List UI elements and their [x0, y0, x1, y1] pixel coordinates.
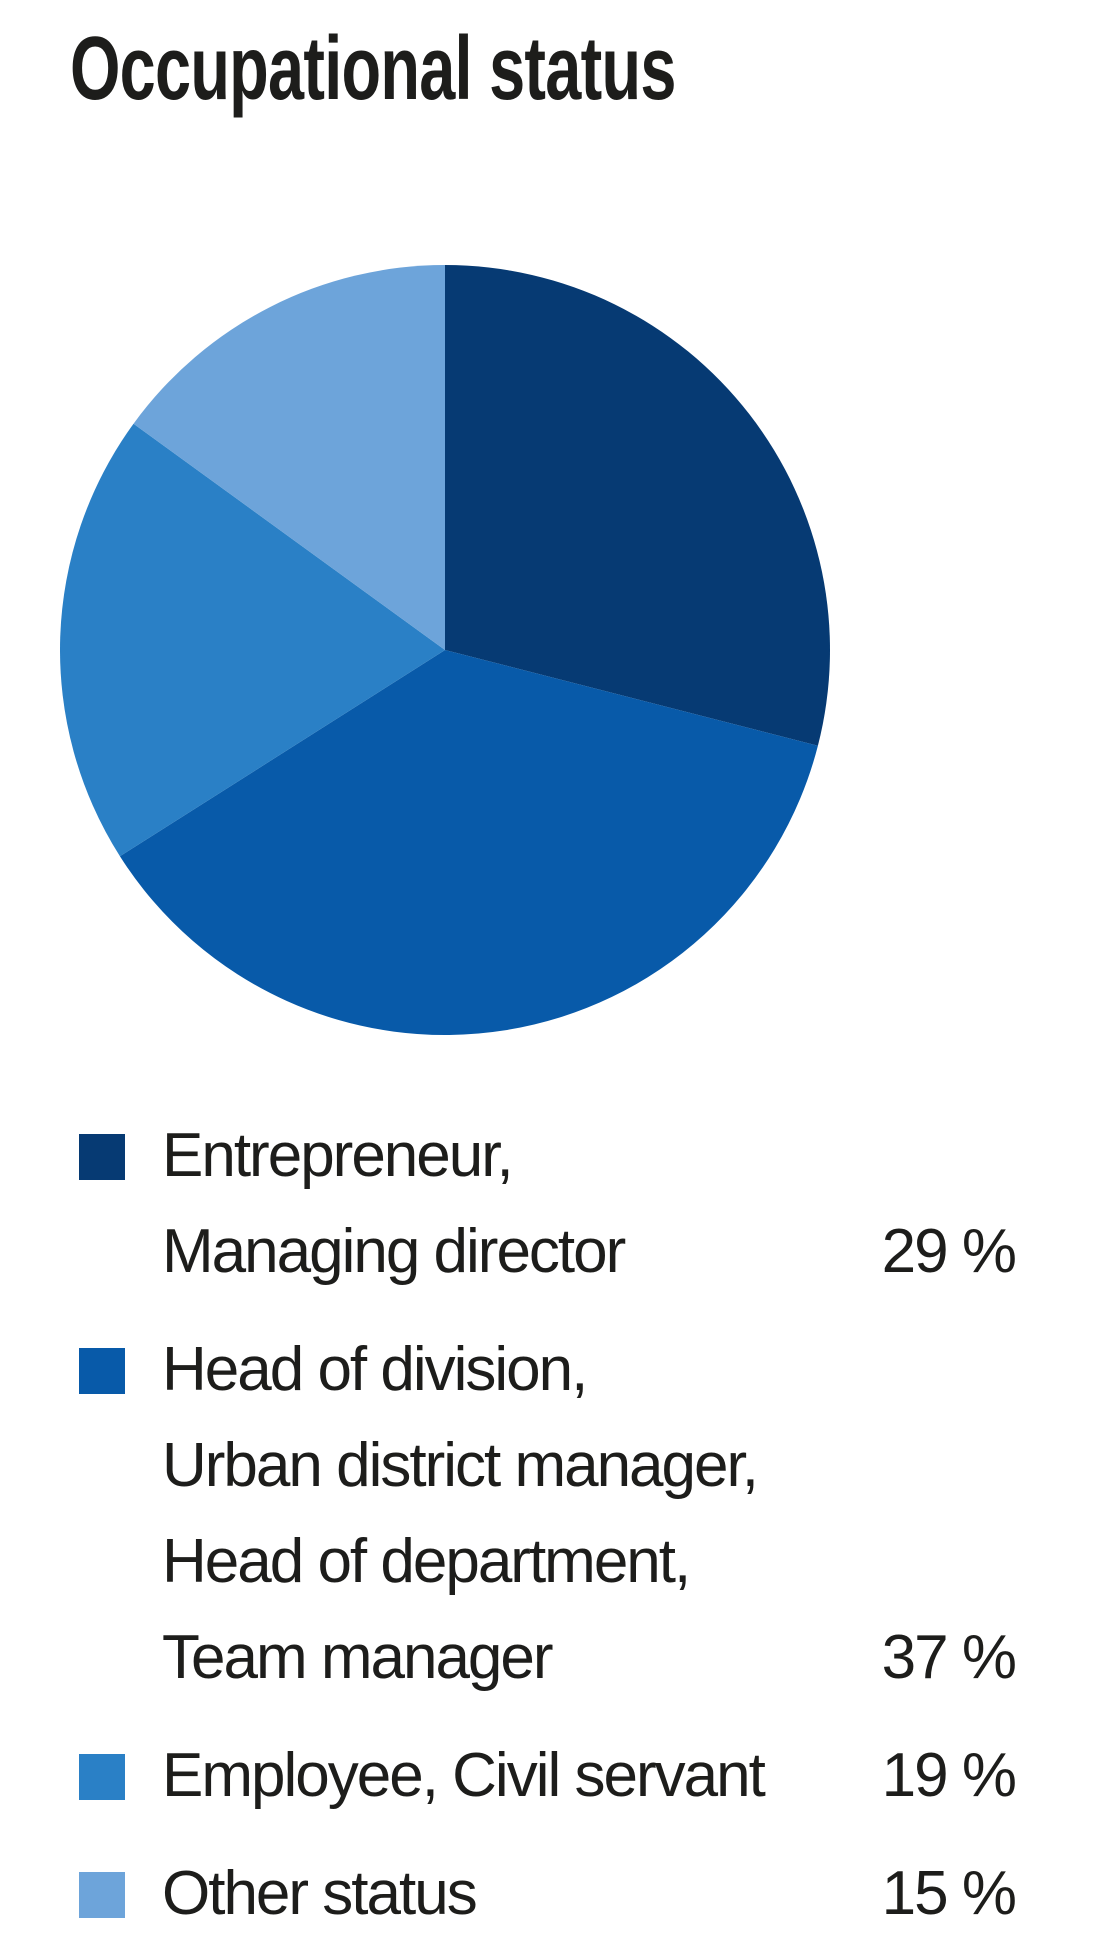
pie-slice [445, 265, 830, 746]
legend-value: 29 % [881, 1217, 1017, 1286]
legend-label-line: Managing director [162, 1217, 626, 1286]
legend-label-line: Other status [162, 1859, 478, 1928]
pie-slice [60, 423, 445, 857]
legend-swatch [79, 1754, 125, 1800]
legend: Entrepreneur, Managing director 29 % Hea… [79, 1108, 1017, 1958]
legend-label: Entrepreneur, Managing director [162, 1108, 845, 1300]
legend-value: 19 % [881, 1741, 1017, 1810]
legend-value: 15 % [881, 1859, 1017, 1928]
chart-title: Occupational status [70, 19, 676, 119]
legend-label-line: Urban district manager, [162, 1431, 759, 1500]
legend-label-line: Employee, Civil servant [162, 1741, 766, 1810]
legend-label: Head of division, Urban district manager… [162, 1322, 845, 1706]
legend-label-line: Team manager [162, 1623, 554, 1692]
legend-item: Entrepreneur, Managing director 29 % [79, 1108, 1017, 1300]
legend-swatch [79, 1872, 125, 1918]
legend-label: Other status [162, 1846, 845, 1942]
legend-value: 37 % [881, 1623, 1017, 1692]
legend-label-line: Entrepreneur, [162, 1121, 514, 1190]
pie-chart-area [60, 265, 830, 1035]
pie-chart [60, 265, 830, 1035]
legend-label-line: Head of division, [162, 1335, 588, 1404]
legend-item: Head of division, Urban district manager… [79, 1322, 1017, 1706]
legend-swatch [79, 1134, 125, 1180]
legend-label-line: Head of department, [162, 1527, 691, 1596]
legend-item: Employee, Civil servant 19 % [79, 1728, 1017, 1824]
legend-item: Other status 15 % [79, 1846, 1017, 1942]
legend-swatch [79, 1348, 125, 1394]
pie-slice [119, 650, 818, 1035]
pie-slice [133, 265, 445, 650]
legend-label: Employee, Civil servant [162, 1728, 845, 1824]
